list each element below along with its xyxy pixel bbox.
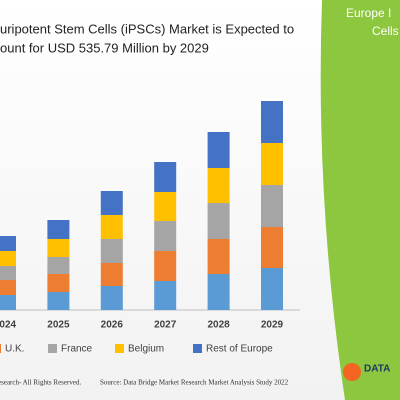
bar-segment — [207, 274, 230, 310]
bar-segment — [207, 203, 230, 239]
bar-segment — [100, 286, 123, 310]
bar-segment — [261, 227, 283, 268]
bar-segment — [100, 191, 123, 215]
x-tick-label: 2025 — [47, 320, 70, 331]
bar-segment — [100, 239, 123, 263]
side-panel-text: Cells — [372, 24, 399, 38]
source-text: Source: Data Bridge Market Research Mark… — [100, 379, 289, 387]
legend: U.K. France Belgium Rest of Europe — [0, 344, 273, 355]
x-tick-label: 2029 — [261, 320, 284, 331]
legend-label: Rest of Europe — [206, 344, 273, 355]
bar-segment — [154, 192, 177, 221]
legend-swatch — [0, 344, 1, 353]
legend-swatch — [193, 344, 202, 353]
bar-segment — [154, 221, 177, 251]
side-panel-text: Europe I — [346, 6, 391, 20]
bar-segment — [261, 268, 283, 310]
legend-label: Belgium — [128, 344, 164, 355]
bar-segment — [0, 251, 16, 266]
bar-segment — [0, 280, 16, 295]
bar-segment — [100, 263, 123, 286]
chart-title: ount for USD 535.79 Million by 2029 — [0, 40, 209, 55]
chart-title: uripotent Stem Cells (iPSCs) Market is E… — [0, 21, 294, 36]
bar-segment — [154, 281, 177, 310]
bar-segment — [47, 239, 70, 257]
bar-segment — [0, 236, 16, 251]
legend-swatch — [115, 344, 124, 353]
plot: 2024 2025 2026 2027 2028 2029 — [0, 101, 284, 331]
bar-segment — [154, 251, 177, 281]
bar-segment — [47, 220, 70, 239]
legend-swatch — [48, 344, 57, 353]
side-panel — [320, 0, 400, 400]
x-tick-label: 2024 — [0, 320, 17, 331]
bar-segment — [47, 292, 70, 310]
bar-segment — [207, 168, 230, 203]
footer-text: esearch- All Rights Reserved. — [0, 379, 81, 387]
bar-segment — [47, 274, 70, 292]
logo-text: DATA — [364, 364, 390, 375]
x-tick-label: 2026 — [101, 320, 124, 331]
legend-label: France — [61, 344, 93, 355]
bar-segment — [261, 101, 283, 143]
bar-segment — [47, 257, 70, 274]
legend-label: U.K. — [5, 344, 24, 355]
bar-segment — [261, 143, 283, 185]
x-tick-label: 2027 — [154, 320, 177, 331]
bar-segment — [100, 215, 123, 239]
bar-segment — [0, 295, 16, 310]
bar-segment — [0, 266, 16, 280]
x-tick-label: 2028 — [207, 320, 230, 331]
bar-segment — [207, 239, 230, 274]
logo-icon — [343, 363, 361, 381]
bar-segment — [207, 132, 230, 168]
bar-segment — [154, 162, 177, 192]
bar-segment — [261, 185, 283, 227]
